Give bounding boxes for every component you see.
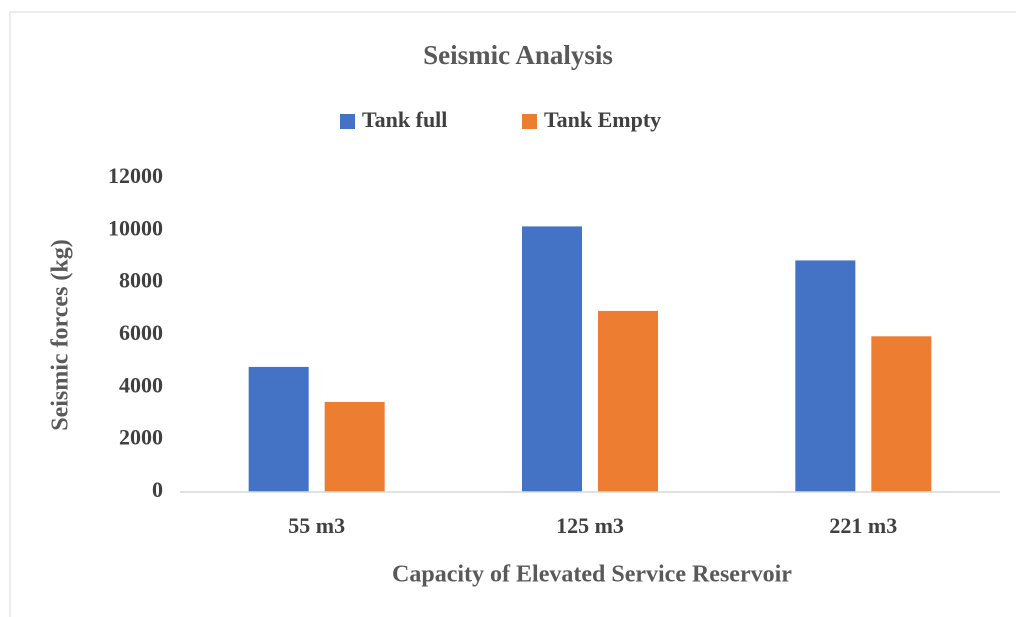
bar	[598, 310, 658, 492]
legend-label: Tank full	[362, 107, 447, 132]
chart-title: Seismic Analysis	[423, 40, 613, 70]
x-tick-label: 55 m3	[288, 513, 345, 538]
bar	[324, 401, 385, 492]
legend-swatch	[340, 114, 355, 129]
y-tick-label: 2000	[119, 425, 163, 450]
y-tick-label: 8000	[119, 268, 163, 293]
y-tick-label: 12000	[108, 163, 163, 188]
bar	[871, 336, 932, 492]
legend-label: Tank Empty	[544, 107, 661, 132]
bar	[522, 226, 582, 493]
bar	[248, 366, 309, 492]
legend: Tank full Tank Empty	[340, 107, 661, 132]
y-axis-title: Seismic forces (kg)	[48, 239, 74, 431]
bar	[795, 260, 856, 492]
x-axis-title: Capacity of Elevated Service Reservoir	[392, 562, 792, 588]
x-tick-label: 221 m3	[829, 513, 897, 538]
y-tick-label: 0	[152, 477, 163, 502]
y-tick-label: 10000	[108, 215, 163, 240]
y-tick-label: 4000	[119, 372, 163, 397]
x-tick-label: 125 m3	[556, 513, 624, 538]
legend-swatch	[522, 114, 537, 129]
y-tick-label: 6000	[119, 320, 163, 345]
